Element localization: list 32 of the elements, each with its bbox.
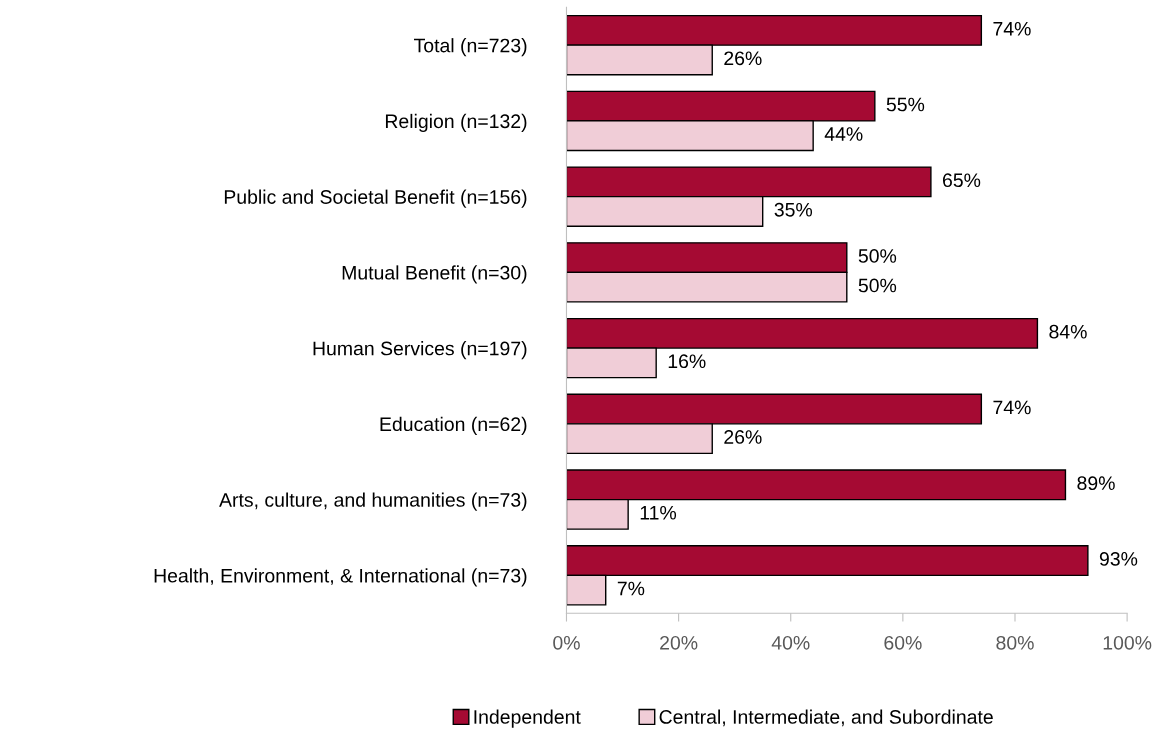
data-label: 93% xyxy=(1099,552,1138,566)
data-label: 16% xyxy=(668,354,706,369)
y-tick-label: Public and Societal Benefit (n=156) xyxy=(224,189,527,208)
data-label: 35% xyxy=(774,202,813,217)
y-tick-label: Human Services (n=197) xyxy=(313,341,527,360)
data-label: 74% xyxy=(993,400,1031,415)
data-label: 11% xyxy=(640,505,677,520)
y-tick-label: Education (n=62) xyxy=(380,416,527,435)
x-tick-label: 0% xyxy=(553,635,580,650)
y-tick-label: Health, Environment, & International (n=73) xyxy=(154,568,527,587)
data-label: 50% xyxy=(858,249,897,263)
legend-label: Independent xyxy=(474,709,581,728)
x-tick-label: 60% xyxy=(884,635,922,650)
data-label: 26% xyxy=(724,430,762,444)
data-label: 74% xyxy=(993,21,1031,36)
data-label: 26% xyxy=(724,51,762,66)
data-label: 55% xyxy=(886,97,925,112)
y-tick-label: Religion (n=132) xyxy=(385,113,527,132)
y-tick-label: Arts, culture, and humanities (n=73) xyxy=(219,492,527,511)
data-label: 84% xyxy=(1049,324,1087,339)
x-tick-label: 20% xyxy=(660,635,698,650)
data-label: 65% xyxy=(942,173,981,188)
x-tick-label: 100% xyxy=(1103,635,1152,650)
y-tick-label: Total (n=723) xyxy=(414,38,527,57)
x-tick-label: 40% xyxy=(771,635,810,650)
legend-label: Central, Intermediate, and Subordinate xyxy=(659,709,993,727)
data-label: 44% xyxy=(824,127,863,141)
data-label: 7% xyxy=(617,581,645,596)
data-label: 89% xyxy=(1077,476,1115,491)
y-tick-label: Mutual Benefit (n=30) xyxy=(342,265,527,284)
data-label: 50% xyxy=(858,278,897,293)
x-tick-label: 80% xyxy=(996,635,1034,650)
